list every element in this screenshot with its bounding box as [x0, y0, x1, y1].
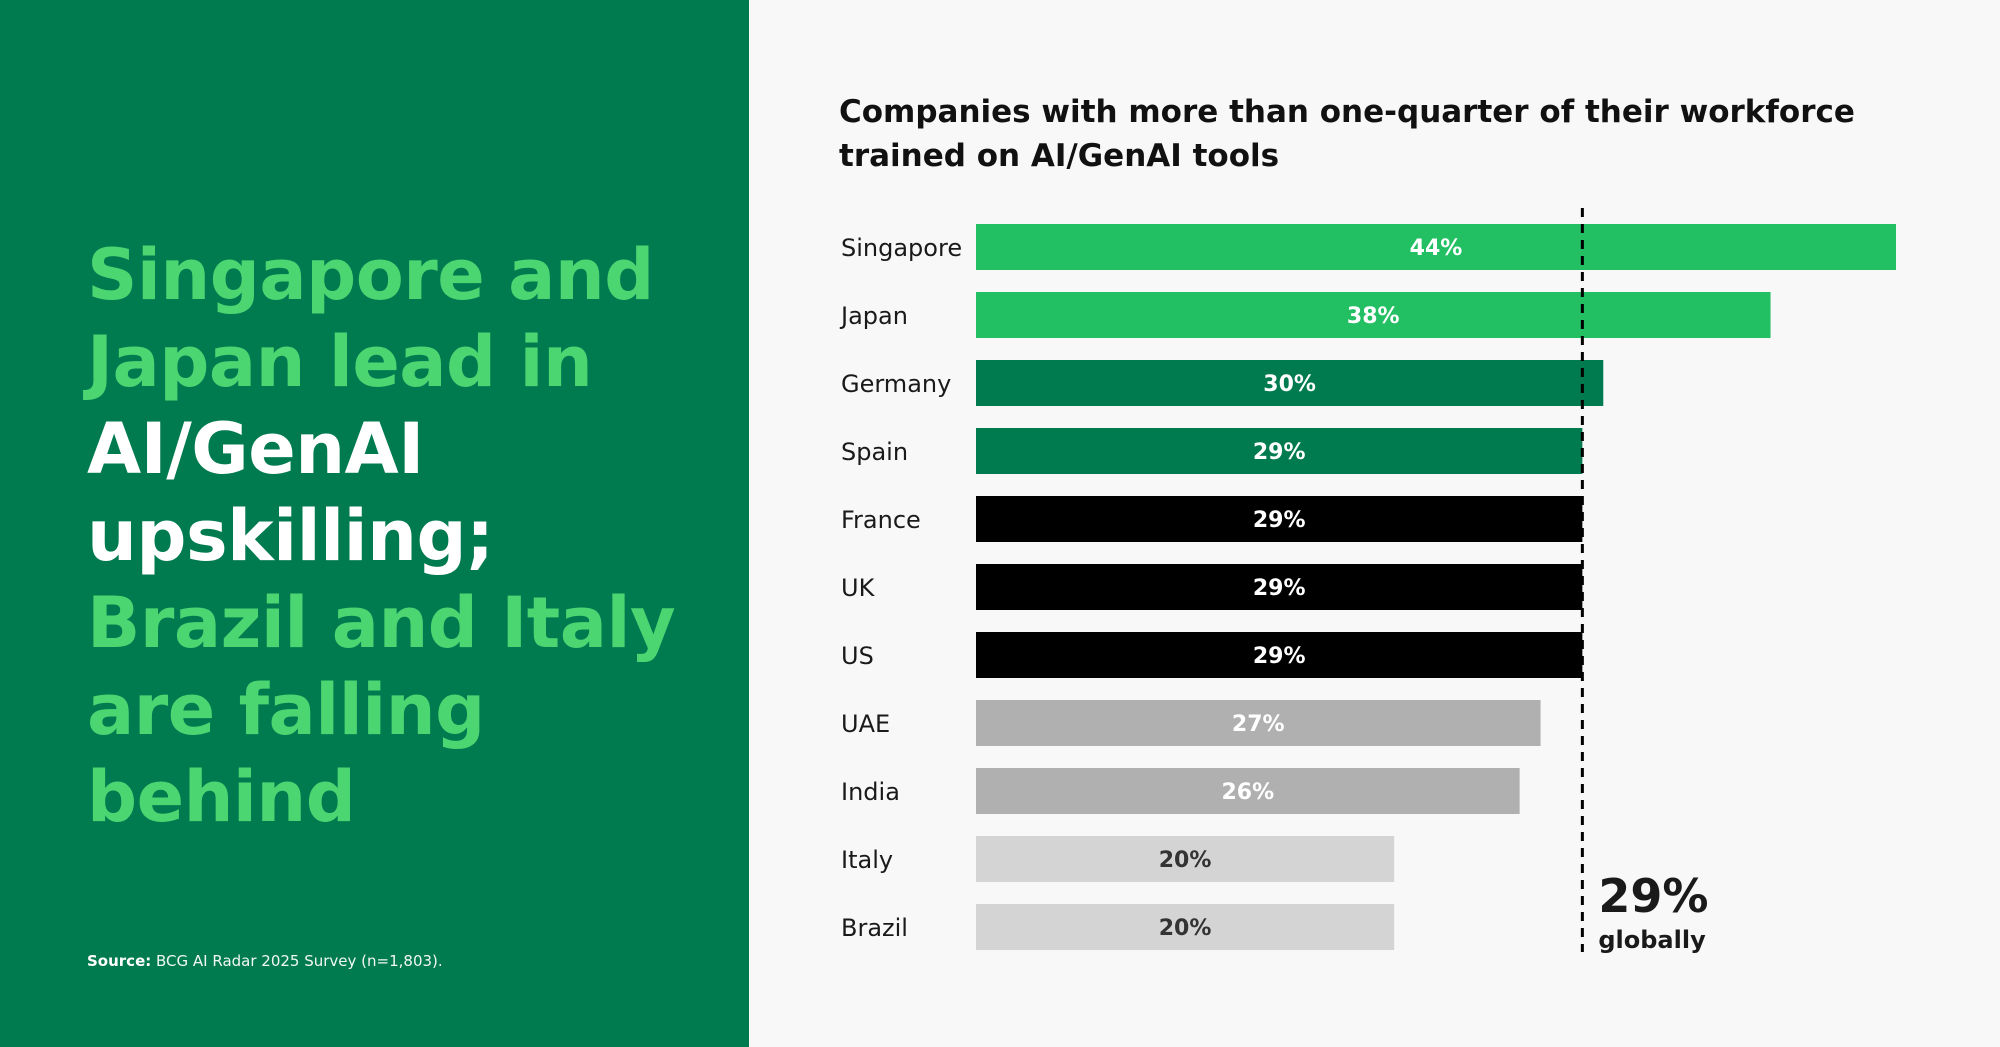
bar-uae [976, 700, 1541, 746]
source-text: BCG AI Radar 2025 Survey (n=1,803). [151, 952, 443, 970]
source-note: Source: BCG AI Radar 2025 Survey (n=1,80… [87, 952, 443, 970]
bar-singapore [976, 224, 1896, 270]
value-label-spain: 29% [1253, 440, 1306, 465]
value-label-singapore: 44% [1410, 236, 1463, 261]
bar-spain [976, 428, 1583, 474]
bar-uk [976, 564, 1583, 610]
category-label-singapore: Singapore [841, 234, 962, 262]
bar-italy [976, 836, 1395, 882]
bar-japan [976, 292, 1771, 338]
global-average-value: 29% [1598, 869, 1708, 923]
category-label-japan: Japan [839, 302, 908, 330]
category-label-uae: UAE [841, 710, 890, 738]
value-label-us: 29% [1253, 644, 1306, 669]
bar-brazil [976, 904, 1395, 950]
value-label-india: 26% [1221, 780, 1274, 805]
bar-germany [976, 360, 1604, 406]
bar-france [976, 496, 1583, 542]
category-label-us: US [841, 642, 874, 670]
value-label-italy: 20% [1159, 848, 1212, 873]
global-average-caption: globally [1598, 926, 1706, 954]
category-label-spain: Spain [841, 438, 908, 466]
headline-part-laggards: Brazil and Italy are falling behind [87, 582, 676, 838]
category-label-france: France [841, 506, 921, 534]
headline-part-leaders: Singapore and Japan lead in [87, 234, 654, 403]
bar-india [976, 768, 1520, 814]
bar-us [976, 632, 1583, 678]
chart-title: Companies with more than one-quarter of … [839, 94, 1855, 174]
value-label-brazil: 20% [1159, 916, 1212, 941]
value-label-uk: 29% [1253, 576, 1306, 601]
source-label: Source: [87, 952, 152, 970]
headline-part-topic: AI/GenAI upskilling; [87, 408, 494, 577]
value-label-uae: 27% [1232, 712, 1285, 737]
category-label-uk: UK [841, 574, 876, 602]
category-label-india: India [841, 778, 900, 806]
left-panel: Singapore and Japan lead in AI/GenAI ups… [0, 0, 749, 1047]
value-label-france: 29% [1253, 508, 1306, 533]
value-label-germany: 30% [1263, 372, 1316, 397]
category-label-brazil: Brazil [841, 914, 908, 942]
category-label-italy: Italy [841, 846, 893, 874]
value-label-japan: 38% [1347, 304, 1400, 329]
headline: Singapore and Japan lead in AI/GenAI ups… [87, 232, 727, 841]
bar-chart: Singapore 44% Japan 38% Germany 30% Spain 29% Fr… [839, 208, 1896, 954]
category-label-germany: Germany [841, 370, 951, 398]
